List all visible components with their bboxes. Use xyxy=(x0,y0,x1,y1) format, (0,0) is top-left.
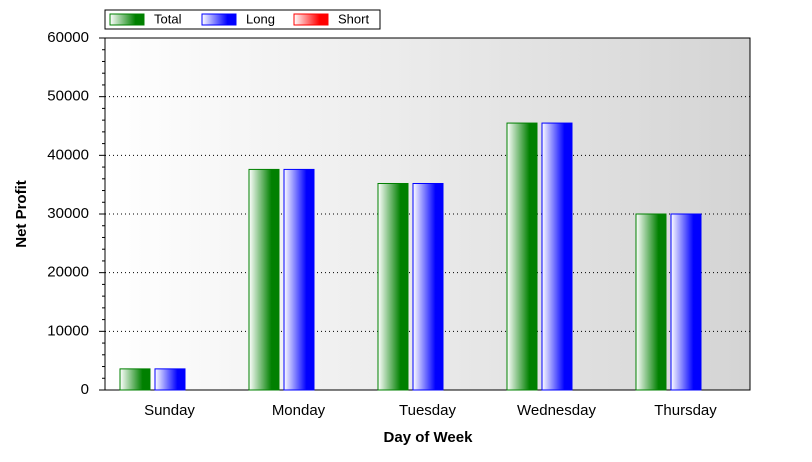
legend-label: Long xyxy=(246,11,275,26)
bar xyxy=(377,182,409,391)
x-tick-label: Wednesday xyxy=(517,402,596,419)
bar xyxy=(283,168,315,391)
x-tick-label: Tuesday xyxy=(399,402,456,419)
y-tick-label: 10000 xyxy=(47,322,89,339)
bar xyxy=(670,213,702,391)
bar xyxy=(412,182,444,391)
y-tick-label: 60000 xyxy=(47,29,89,46)
legend-label: Total xyxy=(154,11,182,26)
x-tick-label: Thursday xyxy=(654,402,717,419)
x-tick-label: Monday xyxy=(272,402,326,419)
legend-swatch xyxy=(109,13,145,26)
legend-swatch xyxy=(293,13,329,26)
y-tick-label: 0 xyxy=(81,381,89,398)
bar xyxy=(635,213,667,391)
bar xyxy=(119,368,151,391)
x-tick-label: Sunday xyxy=(144,402,195,419)
bar xyxy=(541,122,573,391)
y-tick-label: 50000 xyxy=(47,88,89,105)
y-tick-label: 40000 xyxy=(47,146,89,163)
y-tick-label: 20000 xyxy=(47,264,89,281)
bar xyxy=(248,168,280,391)
y-tick-label: 30000 xyxy=(47,205,89,222)
legend-label: Short xyxy=(338,11,369,26)
bar xyxy=(506,122,538,391)
y-axis-title: Net Profit xyxy=(13,180,30,248)
legend-swatch xyxy=(201,13,237,26)
bar xyxy=(154,368,186,391)
x-axis-title: Day of Week xyxy=(384,429,474,446)
